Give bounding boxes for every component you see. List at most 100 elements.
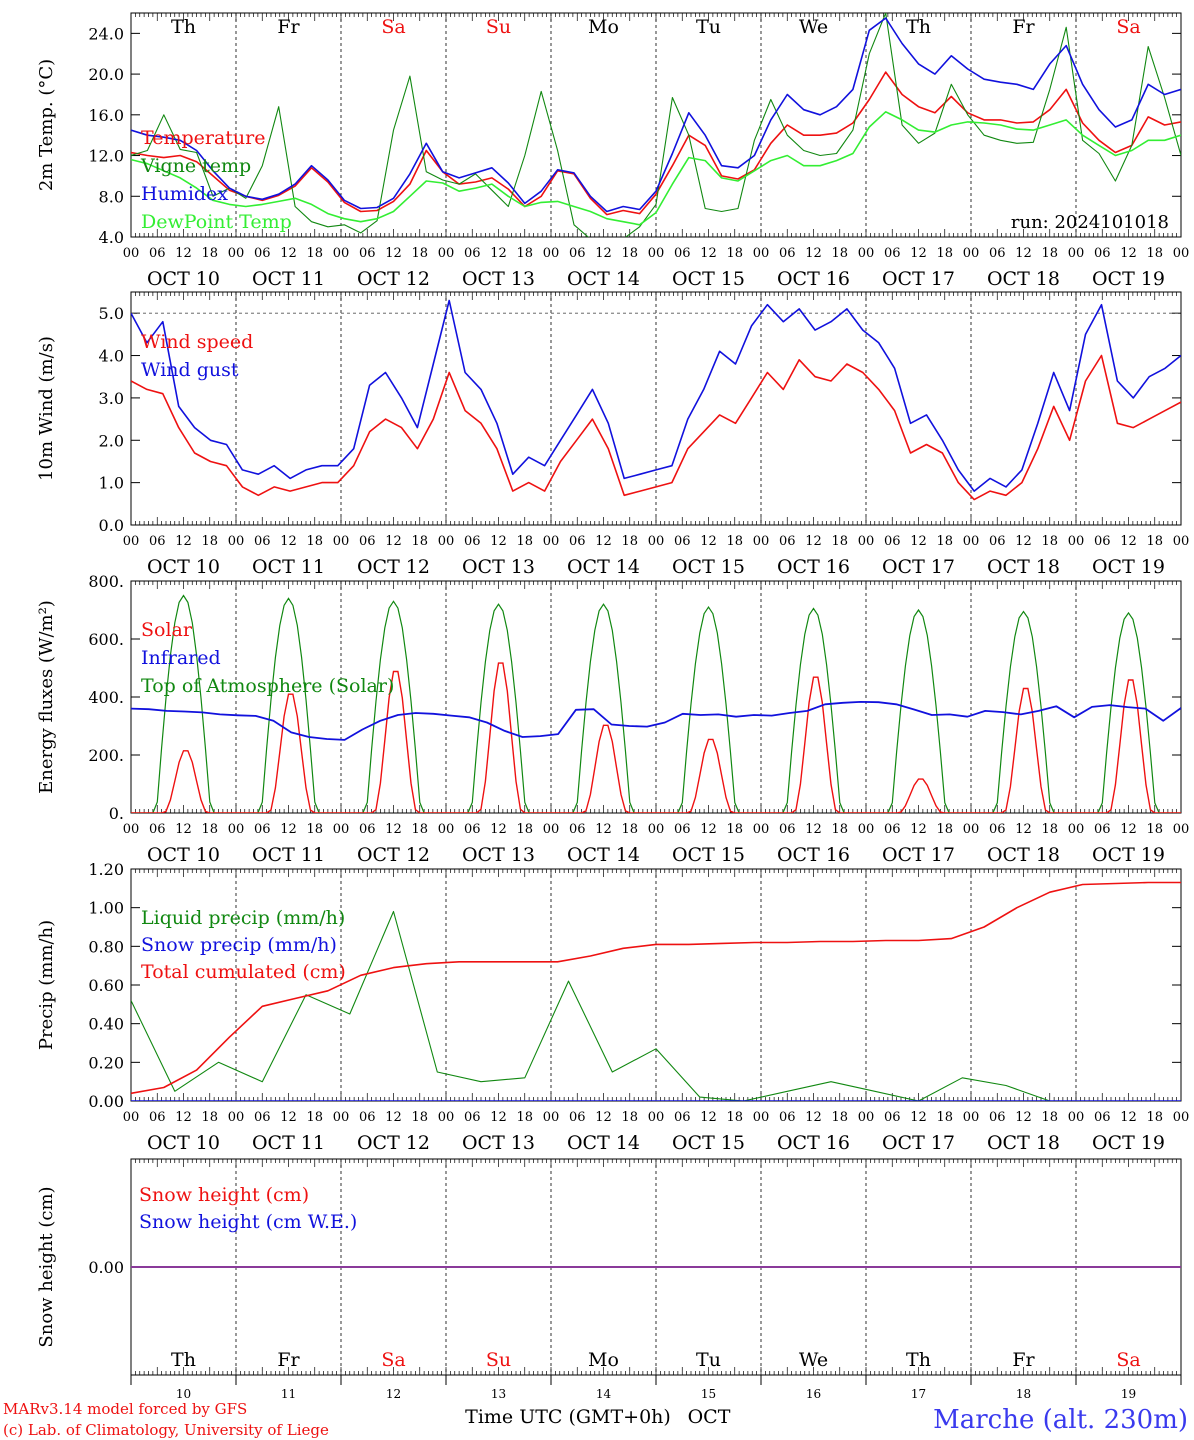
x-hour-label: 12 [595,534,612,549]
day-number: 14 [596,1387,612,1401]
bottom-axis: 10 11 12 13 14 15 16 17 18 19 Time UTC (GMT+0h) OCT… [3,1375,1188,1439]
x-hour-label: 06 [884,534,901,549]
day-number: 16 [806,1387,821,1401]
x-hour-label: 18 [726,534,743,549]
y-tick-label: 0.40 [88,1015,124,1034]
x-hour-label: 06 [149,822,166,837]
x-hour-label: 12 [595,1110,612,1125]
x-hour-label: 12 [805,246,822,261]
x-hour-label: 00 [1173,246,1190,261]
x-hour-label: 18 [621,822,638,837]
x-hour-label: 00 [123,1110,140,1125]
y-tick-label: 0.00 [88,1258,124,1277]
x-hour-label: 12 [910,246,927,261]
panel-3: 0. 200. 400. 600. 800. Energy fluxes (W/m²) So… [36,572,1189,866]
x-hour-label: 12 [175,822,192,837]
x-hour-label: 18 [411,1110,428,1125]
y-tick-label: 5.0 [99,304,124,323]
x-hour-label: 12 [175,246,192,261]
x-hour-label: 18 [831,822,848,837]
x-hour-label: 06 [884,246,901,261]
x-hour-label: 18 [621,1110,638,1125]
x-hour-label: 06 [569,246,586,261]
legend-entry: Total cumulated (cm) [141,961,346,983]
x-hour-label: 06 [779,1110,796,1125]
x-date-label: OCT 18 [987,1132,1060,1154]
day-number: 18 [1016,1387,1031,1401]
x-hour-label: 00 [438,534,455,549]
x-hour-label: 12 [1015,534,1032,549]
infrared-line [131,701,1181,741]
x-date-label: OCT 19 [1092,1132,1165,1154]
x-date-label: OCT 10 [147,844,220,866]
x-date-label: OCT 18 [987,268,1060,290]
x-hour-label: 06 [149,246,166,261]
x-hour-label: 12 [805,822,822,837]
x-hour-label: 18 [306,822,323,837]
x-hour-label: 00 [543,246,560,261]
day-number: 17 [911,1387,926,1401]
y-tick-label: 1.20 [88,860,124,879]
x-hour-label: 12 [700,534,717,549]
x-hour-label: 00 [858,246,875,261]
x-date-label: OCT 17 [882,268,955,290]
x-hour-label: 06 [1094,246,1111,261]
y-tick-label: 2.0 [99,431,124,450]
weekday-label: Mo [588,1349,619,1371]
panel-4: 0.00 0.20 0.40 0.60 0.80 1.00 1.20 Precip (mm/h… [36,860,1189,1154]
solar-line [131,662,1181,813]
x-hour-label: 06 [359,822,376,837]
y-axis-label: Snow height (cm) [36,1186,57,1347]
x-hour-label: 12 [1015,246,1032,261]
x-hour-label: 12 [175,534,192,549]
panel-1: 4.0 8.0 12.0 16.0 20.0 24.0 2m Temp. (°C) Tempe… [36,12,1190,290]
x-hour-label: 06 [1094,822,1111,837]
x-hour-label: 06 [779,822,796,837]
x-hour-label: 00 [648,246,665,261]
x-hour-label: 12 [490,822,507,837]
x-hour-label: 06 [989,822,1006,837]
day-number: 19 [1121,1387,1136,1401]
x-hour-label: 00 [438,246,455,261]
series-group [131,13,1181,237]
x-hour-label: 06 [254,534,271,549]
x-date-label: OCT 19 [1092,268,1165,290]
x-date-label: OCT 12 [357,268,430,290]
y-tick-label: 16.0 [88,106,124,125]
y-axis-label: 2m Temp. (°C) [36,59,57,191]
x-hour-label: 06 [254,822,271,837]
x-date-label: OCT 11 [252,1132,325,1154]
weekday-label: Fr [277,16,300,38]
x-hour-label: 18 [936,1110,953,1125]
legend-entry: Snow height (cm W.E.) [139,1211,357,1233]
x-hour-label: 00 [858,1110,875,1125]
x-hour-label: 06 [149,534,166,549]
x-hour-label: 12 [175,1110,192,1125]
x-hour-label: 12 [595,822,612,837]
x-hour-label: 00 [963,822,980,837]
x-hour-label: 18 [411,246,428,261]
x-hour-label: 18 [201,1110,218,1125]
x-hour-label: 06 [254,1110,271,1125]
x-hour-label: 18 [726,822,743,837]
x-hour-label: 12 [490,1110,507,1125]
x-hour-label: 06 [464,246,481,261]
weekday-label: Fr [1012,1349,1035,1371]
weekday-label: We [799,16,828,38]
x-hour-label: 12 [490,246,507,261]
day-number: 15 [701,1387,716,1401]
legend-entry: Solar [141,619,193,641]
x-hour-label: 12 [910,822,927,837]
series-line-3 [131,17,1181,213]
x-hour-label: 12 [1015,822,1032,837]
x-hour-label: 00 [543,534,560,549]
x-hour-label: 18 [831,1110,848,1125]
x-hour-label: 12 [385,246,402,261]
x-hour-label: 00 [543,1110,560,1125]
x-hour-label: 12 [805,1110,822,1125]
x-date-label: OCT 18 [987,556,1060,578]
y-tick-label: 3.0 [99,389,124,408]
x-hour-label: 00 [333,1110,350,1125]
toa-solar-line [131,594,1181,813]
x-hour-label: 12 [385,1110,402,1125]
